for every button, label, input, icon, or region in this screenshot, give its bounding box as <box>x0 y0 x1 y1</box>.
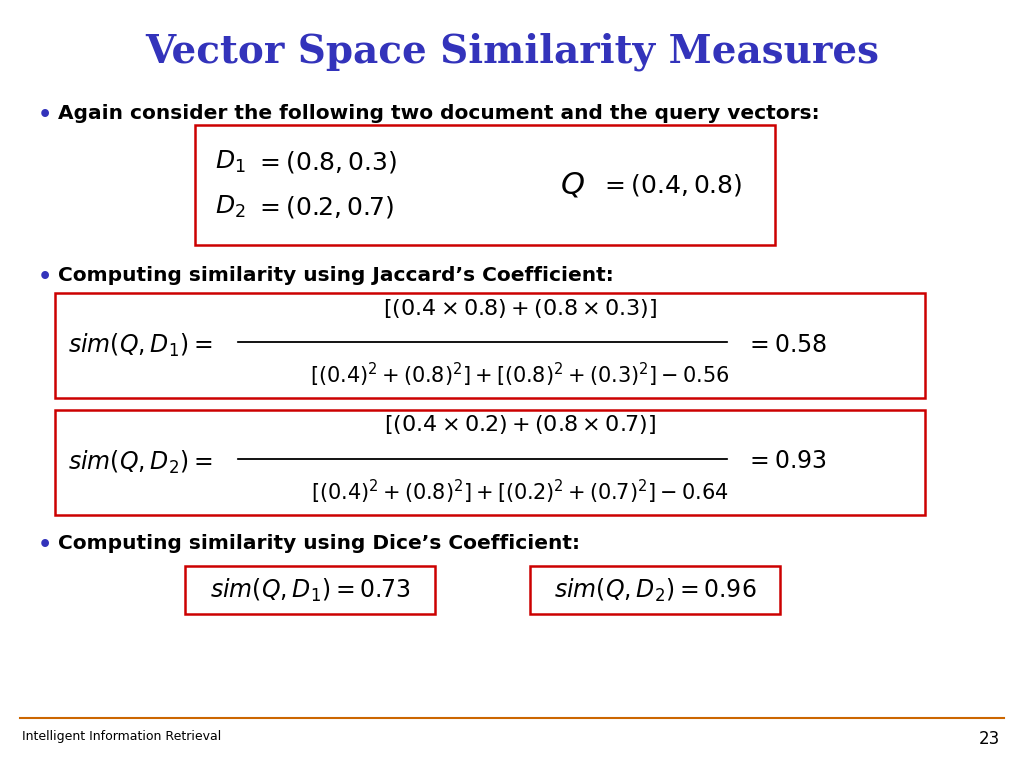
Text: $= 0.93$: $= 0.93$ <box>745 451 826 474</box>
Text: $sim(Q, D_2) = 0.96$: $sim(Q, D_2) = 0.96$ <box>554 577 757 604</box>
Bar <box>55 410 925 515</box>
Text: $= (0.4, 0.8)$: $= (0.4, 0.8)$ <box>600 172 741 198</box>
Text: 23: 23 <box>979 730 1000 748</box>
Text: $sim(Q, D_1) =$: $sim(Q, D_1) =$ <box>68 332 212 359</box>
Text: $= 0.58$: $= 0.58$ <box>745 333 827 356</box>
Text: $sim(Q, D_1) = 0.73$: $sim(Q, D_1) = 0.73$ <box>210 577 411 604</box>
Text: $= (0.2, 0.7)$: $= (0.2, 0.7)$ <box>255 194 394 220</box>
Bar <box>530 566 780 614</box>
Text: Vector Space Similarity Measures: Vector Space Similarity Measures <box>145 33 879 71</box>
Text: •: • <box>38 267 52 287</box>
Text: $[(0.4)^2 + (0.8)^2] + [(0.8)^2 + (0.3)^2] - 0.56$: $[(0.4)^2 + (0.8)^2] + [(0.8)^2 + (0.3)^… <box>310 361 730 389</box>
Bar <box>195 125 775 245</box>
Text: $[(0.4 \times 0.8) + (0.8 \times 0.3)]$: $[(0.4 \times 0.8) + (0.8 \times 0.3)]$ <box>383 296 657 319</box>
Text: Computing similarity using Dice’s Coefficient:: Computing similarity using Dice’s Coeffi… <box>58 534 580 553</box>
Text: $= (0.8, 0.3)$: $= (0.8, 0.3)$ <box>255 149 396 175</box>
Text: $[(0.4)^2 + (0.8)^2] + [(0.2)^2 + (0.7)^2] - 0.64$: $[(0.4)^2 + (0.8)^2] + [(0.2)^2 + (0.7)^… <box>311 478 729 506</box>
Text: •: • <box>38 105 52 125</box>
Text: Intelligent Information Retrieval: Intelligent Information Retrieval <box>22 730 221 743</box>
Text: $sim(Q, D_2) =$: $sim(Q, D_2) =$ <box>68 449 212 475</box>
Bar <box>55 293 925 398</box>
Text: $D_2$: $D_2$ <box>215 194 246 220</box>
Bar <box>185 566 435 614</box>
Text: •: • <box>38 535 52 555</box>
Text: $[(0.4 \times 0.2) + (0.8 \times 0.7)]$: $[(0.4 \times 0.2) + (0.8 \times 0.7)]$ <box>384 413 656 436</box>
Text: Again consider the following two document and the query vectors:: Again consider the following two documen… <box>58 104 819 123</box>
Text: $Q$: $Q$ <box>560 170 585 200</box>
Text: $D_1$: $D_1$ <box>215 149 246 175</box>
Text: Computing similarity using Jaccard’s Coefficient:: Computing similarity using Jaccard’s Coe… <box>58 266 613 285</box>
